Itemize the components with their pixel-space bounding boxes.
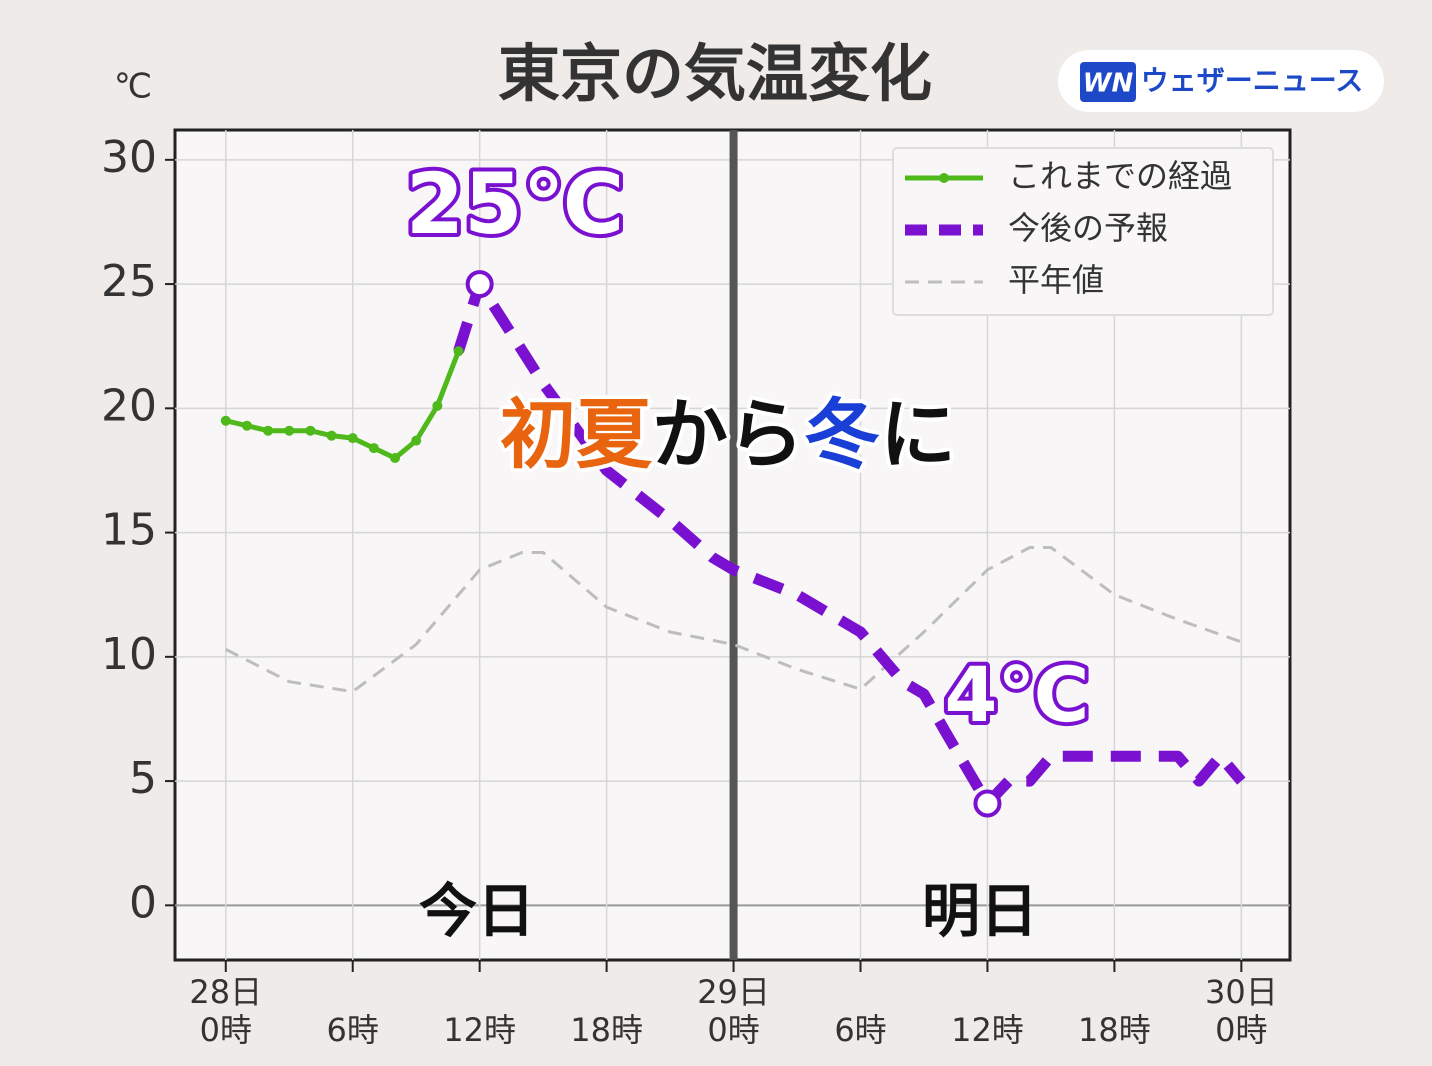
logo-badge	[1058, 50, 1384, 112]
legend-box	[892, 147, 1274, 316]
x-tick-label: 12時	[951, 1011, 1024, 1049]
series-line	[225, 545, 1242, 694]
y-tick-label: 25	[101, 256, 157, 307]
annotation: 25℃	[406, 155, 625, 253]
y-tick-label: 10	[101, 629, 157, 680]
point	[326, 430, 337, 441]
y-tick-label: 15	[101, 505, 157, 556]
x-date-label: 28日	[189, 973, 262, 1011]
highlight-point	[973, 789, 1002, 818]
point	[453, 346, 464, 357]
y-unit: ℃	[114, 67, 152, 107]
annotation-part: 冬	[804, 390, 880, 479]
annotation-part: に	[880, 390, 956, 479]
point	[411, 435, 422, 446]
point	[305, 425, 316, 436]
y-tick-label: 5	[129, 753, 157, 804]
x-tick-label: 0時	[200, 1011, 252, 1049]
legend-label: 今後の予報	[1008, 209, 1168, 247]
logo-text: ウェザーニュース	[1141, 64, 1364, 97]
annotation-part: から	[652, 390, 804, 479]
legend-label: これまでの経過	[1008, 157, 1232, 195]
x-tick-label: 6時	[327, 1011, 379, 1049]
chart-title: 東京の気温変化	[498, 37, 932, 110]
point	[241, 420, 252, 431]
annotation-headline: 初夏から冬に	[500, 390, 956, 479]
x-tick-label: 12時	[443, 1011, 516, 1049]
y-tick-label: 30	[101, 132, 157, 183]
x-tick-label: 0時	[1215, 1011, 1267, 1049]
legend-label: 平年値	[1008, 261, 1104, 299]
point	[347, 433, 358, 444]
day-label: 明日	[922, 877, 1038, 945]
logo-box	[1080, 62, 1136, 102]
point	[368, 443, 379, 454]
x-tick-label: 18時	[1078, 1011, 1151, 1049]
x-tick-label: 6時	[834, 1011, 886, 1049]
point	[263, 425, 274, 436]
x-tick-label: 18時	[570, 1011, 643, 1049]
point	[432, 400, 443, 411]
y-tick-label: 20	[101, 380, 157, 431]
x-date-label: 29日	[697, 973, 770, 1011]
series-line	[453, 278, 1246, 809]
y-tick-label: 0	[129, 877, 157, 928]
point	[390, 453, 401, 464]
legend-dot	[939, 173, 949, 183]
x-date-label: 30日	[1205, 973, 1278, 1011]
x-tick-label: 0時	[707, 1011, 759, 1049]
annotation: 4℃	[945, 650, 1090, 739]
annotation-part: 初夏	[500, 390, 653, 479]
day-label: 今日	[419, 877, 535, 945]
highlight-point	[465, 270, 494, 299]
point	[220, 415, 231, 426]
logo-mark: WN	[1083, 69, 1134, 99]
point	[284, 425, 295, 436]
